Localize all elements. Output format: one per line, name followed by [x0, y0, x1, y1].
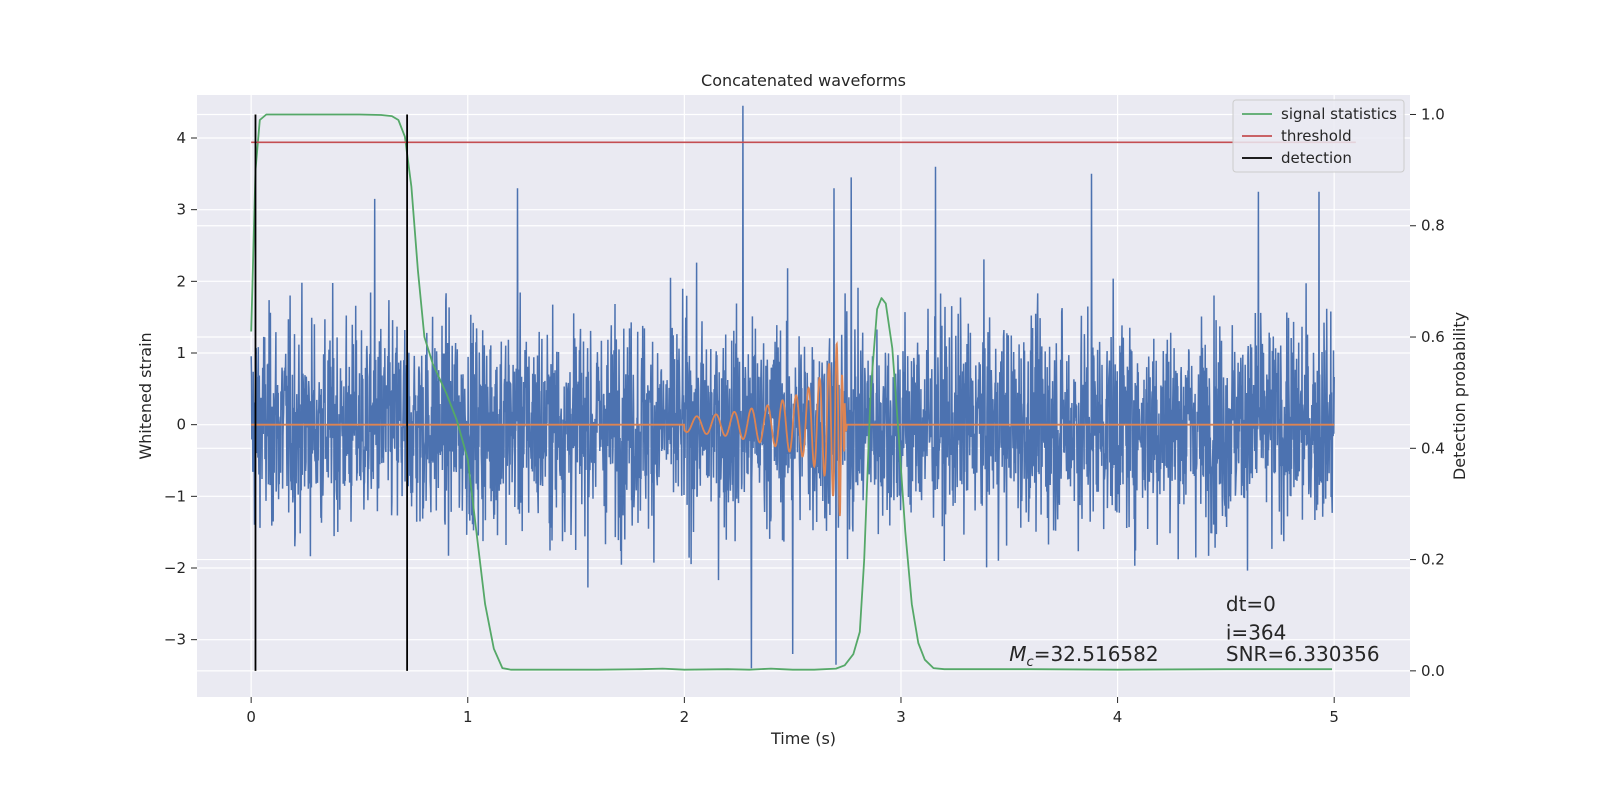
legend-label-signal-statistics: signal statistics [1281, 105, 1397, 123]
y-tick-label: 1 [176, 344, 186, 362]
y2-tick-label: 0.6 [1421, 328, 1445, 346]
annotation-dt: dt=0 [1226, 592, 1276, 616]
y-tick-label: −2 [164, 559, 186, 577]
y2-tick-label: 0.0 [1421, 662, 1445, 680]
y2-axis-label: Detection probability [1450, 312, 1469, 480]
y-tick-label: −3 [164, 631, 186, 649]
x-axis-label: Time (s) [770, 729, 836, 748]
y2-tick-label: 0.2 [1421, 551, 1445, 569]
y2-tick-label: 0.4 [1421, 439, 1445, 457]
annotation-chirp-mass: Mc=32.516582 [1009, 642, 1158, 670]
x-tick-label: 4 [1113, 708, 1123, 726]
y-tick-label: 3 [176, 201, 186, 219]
y-tick-label: 4 [176, 129, 186, 147]
annotation-chirp-mass-subscript: c [1027, 655, 1034, 670]
legend-box [1232, 99, 1405, 173]
chart-title: Concatenated waveforms [701, 71, 906, 90]
y-tick-label: −1 [164, 487, 186, 505]
legend-label-threshold: threshold [1281, 127, 1352, 145]
x-tick-label: 1 [463, 708, 473, 726]
legend: signal statistics threshold detection [1232, 99, 1405, 173]
y-tick-label: 2 [176, 272, 186, 290]
axes-layer: 0 1 2 3 4 5 −3 −2 −1 0 1 2 3 4 0.0 0.2 0.4 0.6 0.8 1.0 [164, 105, 1445, 726]
x-tick-label: 2 [680, 708, 690, 726]
annotations: dt=0 i=364 SNR=6.330356 Mc=32.516582 [1009, 592, 1379, 670]
annotation-index: i=364 [1226, 621, 1287, 645]
y-axis-label: Whitened strain [136, 332, 155, 459]
x-tick-label: 3 [896, 708, 906, 726]
y-tick-label: 0 [176, 416, 186, 434]
x-tick-label: 0 [246, 708, 256, 726]
series-layer [250, 105, 1356, 671]
annotation-chirp-mass-value: =32.516582 [1034, 642, 1159, 666]
x-tick-label: 5 [1329, 708, 1339, 726]
y2-tick-label: 1.0 [1421, 105, 1445, 123]
annotation-chirp-mass-symbol: M [1009, 642, 1026, 666]
y2-tick-label: 0.8 [1421, 217, 1445, 235]
chirp-series-line [251, 341, 1335, 517]
annotation-snr: SNR=6.330356 [1226, 642, 1380, 666]
signal-statistics-line [250, 113, 1332, 671]
legend-label-detection: detection [1281, 149, 1352, 167]
